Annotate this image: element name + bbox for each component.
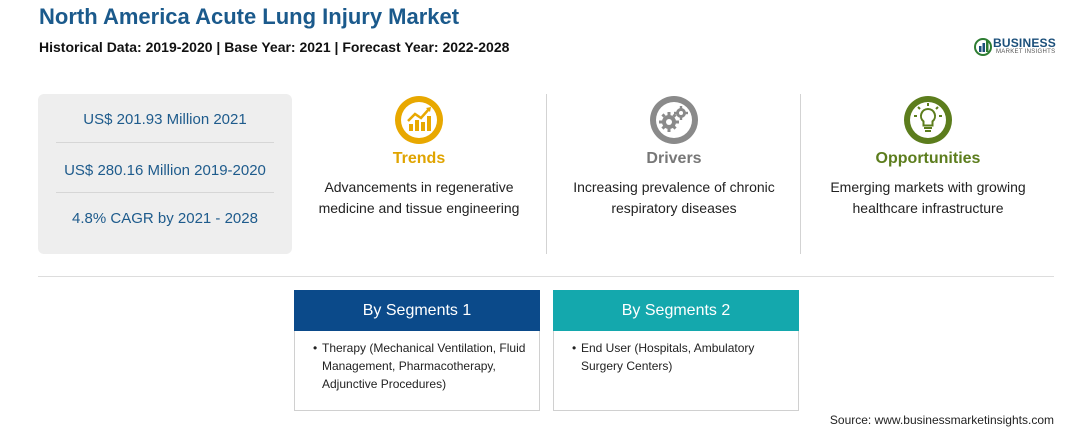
growth-chart-icon [395,96,443,144]
opportunities-heading: Opportunities [875,150,981,167]
section-divider [38,276,1054,277]
logo-tagline: MARKET INSIGHTS [996,49,1056,55]
stat-cagr: 4.8% CAGR by 2021 - 2028 [72,210,258,227]
segment-card-1: By Segments 1 • Therapy (Mechanical Vent… [294,290,540,411]
opportunities-description: Emerging markets with growing healthcare… [830,179,1026,216]
drivers-description: Increasing prevalence of chronic respira… [573,179,775,216]
bullet-icon: • [572,341,577,355]
segment-1-item: Therapy (Mechanical Ventilation, Fluid M… [322,341,526,391]
segment-2-list: • End User (Hospitals, Ambulatory Surger… [554,339,798,375]
segment-1-title: By Segments 1 [294,290,540,331]
business-market-insights-logo: BUSINESS MARKET INSIGHTS [974,35,1056,57]
lightbulb-icon [904,96,952,144]
stat-divider [56,142,274,143]
segment-2-title: By Segments 2 [553,290,799,331]
gears-icon [650,96,698,144]
page-title: North America Acute Lung Injury Market [39,4,460,29]
market-stats-panel: US$ 201.93 Million 2021 US$ 280.16 Milli… [38,94,292,254]
drivers-heading: Drivers [646,150,702,167]
page-subtitle: Historical Data: 2019-2020 | Base Year: … [39,39,510,55]
opportunities-column: Opportunities Emerging markets with grow… [808,94,1048,219]
drivers-column: Drivers Increasing prevalence of chronic… [554,94,794,219]
stat-divider [56,192,274,193]
segment-2-item: End User (Hospitals, Ambulatory Surgery … [581,341,755,373]
source-credit: Source: www.businessmarketinsights.com [829,413,1054,427]
trends-description: Advancements in regenerative medicine an… [318,179,520,216]
bullet-icon: • [313,341,318,355]
column-divider [800,94,801,254]
stat-market-size-historical: US$ 280.16 Million 2019-2020 [64,162,266,179]
segment-card-2: By Segments 2 • End User (Hospitals, Amb… [553,290,799,411]
stat-market-size-2021: US$ 201.93 Million 2021 [83,111,247,128]
logo-mark-icon [974,38,992,56]
trends-column: Trends Advancements in regenerative medi… [299,94,539,219]
column-divider [546,94,547,254]
trends-heading: Trends [392,150,446,167]
logo-wordmark: BUSINESS [993,36,1056,50]
segment-1-list: • Therapy (Mechanical Ventilation, Fluid… [295,339,539,393]
